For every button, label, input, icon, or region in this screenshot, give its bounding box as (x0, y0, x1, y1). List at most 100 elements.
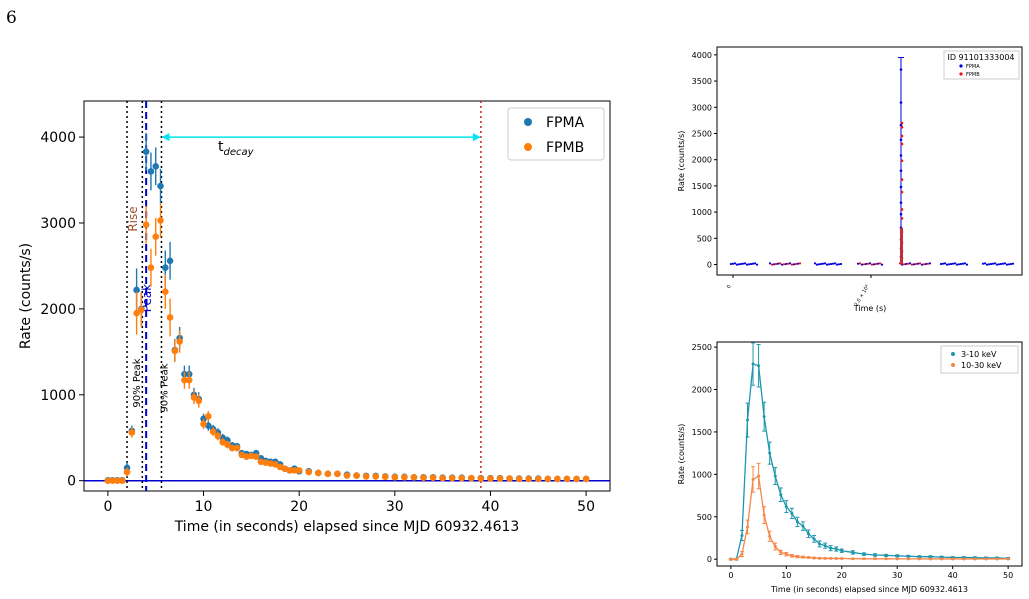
data-point (305, 468, 313, 476)
segment (813, 262, 843, 266)
data-point (762, 415, 766, 419)
data-point (917, 555, 921, 559)
data-point (563, 475, 571, 483)
data-point (872, 263, 876, 266)
data-point (928, 262, 932, 265)
x-tick-label: 30 (892, 571, 902, 580)
data-point (784, 505, 788, 509)
peak-label: Peak (140, 284, 154, 313)
data-point (801, 555, 805, 559)
data-point (906, 554, 910, 558)
segment (768, 262, 802, 266)
data-point (751, 477, 755, 481)
data-point (729, 262, 733, 266)
y-axis-label: Rate (counts/s) (677, 424, 686, 485)
data-point (147, 264, 155, 271)
data-point (1005, 263, 1009, 266)
data-point (731, 262, 735, 265)
data-point (829, 262, 833, 266)
data-point (819, 262, 823, 266)
y-tick-label: 500 (697, 513, 712, 522)
burst-point (900, 190, 904, 194)
data-point (458, 474, 466, 482)
data-point (147, 168, 155, 175)
data-point (929, 557, 932, 561)
y-tick-label: 1000 (40, 388, 76, 404)
data-point (873, 557, 877, 561)
legend-label: FPMA (966, 64, 980, 70)
y-tick-label: 1500 (692, 182, 712, 191)
y-tick-label: 2500 (692, 343, 712, 352)
data-point (166, 257, 174, 265)
legend-label: FPMA (546, 115, 585, 131)
data-point (878, 262, 882, 265)
data-point (757, 364, 761, 368)
data-point (959, 262, 963, 266)
tr-legend-title: ID 91101333004 (947, 53, 1014, 62)
data-point (866, 262, 870, 265)
x-tick-label: 40 (482, 499, 500, 515)
data-point (792, 263, 796, 266)
br-legend-box (940, 345, 1019, 374)
data-point (862, 263, 866, 266)
data-point (884, 557, 888, 561)
data-point (774, 262, 778, 266)
data-point (795, 555, 799, 559)
data-point (776, 262, 780, 265)
data-point (741, 262, 745, 265)
data-point (790, 263, 794, 266)
data-point (768, 534, 772, 538)
data-point (989, 262, 993, 266)
data-point (746, 418, 749, 422)
data-point (884, 553, 888, 557)
data-point (908, 262, 912, 265)
data-point (827, 263, 831, 266)
legend-marker (959, 64, 963, 68)
data-point (152, 162, 160, 170)
data-point (291, 467, 298, 474)
burst-point (899, 185, 903, 189)
data-point (829, 546, 833, 550)
data-point (735, 263, 739, 266)
data-point (166, 314, 174, 321)
data-point (984, 557, 988, 561)
data-point (751, 362, 755, 366)
data-point (468, 474, 475, 482)
legend-marker (951, 363, 955, 367)
data-point (768, 262, 772, 265)
data-point (1009, 262, 1013, 266)
data-point (133, 286, 140, 294)
burst-point (900, 217, 904, 220)
data-point (858, 262, 862, 265)
data-point (920, 263, 924, 266)
data-point (343, 472, 351, 479)
series-hard-band (728, 462, 1011, 561)
x-tick-label: 0 (726, 284, 733, 290)
data-point (999, 262, 1003, 266)
tr-legend-box (943, 50, 1020, 80)
data-point (171, 347, 179, 355)
data-point (780, 263, 784, 266)
data-point (910, 263, 914, 266)
data-point (224, 441, 231, 448)
data-point (943, 262, 947, 265)
x-tick-label: 0 (728, 571, 733, 580)
data-point (812, 537, 816, 541)
burst-point (899, 212, 903, 216)
data-point (993, 262, 997, 265)
data-point (818, 542, 822, 546)
data-point (181, 376, 188, 384)
data-point (1006, 557, 1010, 561)
y-tick-label: 4000 (692, 51, 712, 60)
data-point (873, 553, 877, 557)
data-point (837, 263, 841, 266)
data-point (104, 477, 112, 484)
series-fpmb (104, 203, 590, 484)
data-point (955, 263, 959, 266)
segment (729, 262, 759, 266)
data-point (142, 148, 150, 155)
y-tick-label: 4000 (40, 130, 76, 146)
data-point (534, 475, 542, 483)
data-point (755, 263, 759, 266)
